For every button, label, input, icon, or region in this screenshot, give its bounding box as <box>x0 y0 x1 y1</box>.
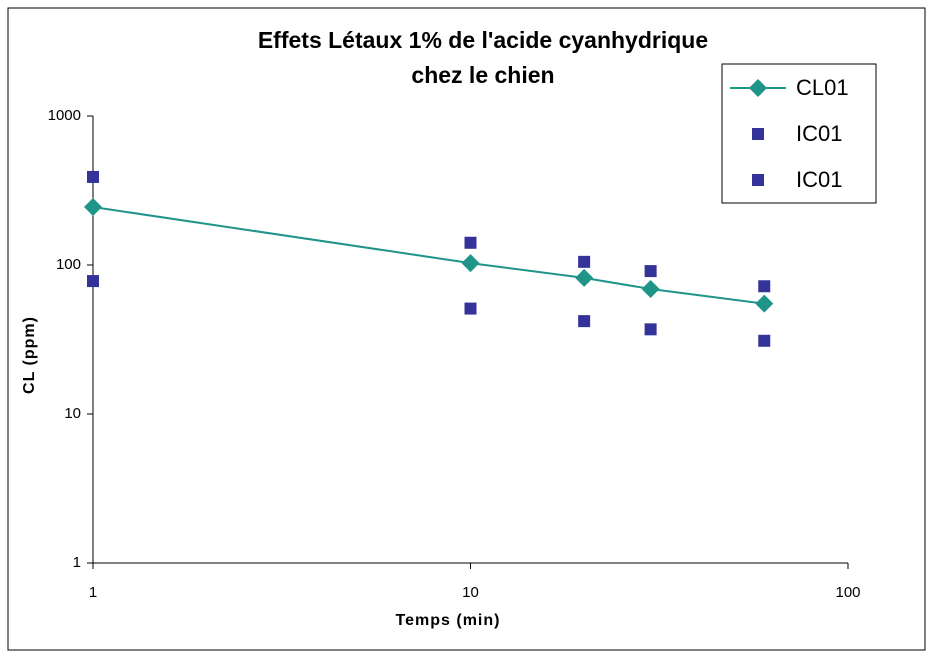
data-point <box>641 280 660 299</box>
data-point <box>575 268 594 287</box>
legend-label: CL01 <box>796 75 849 100</box>
y-tick-label: 1 <box>73 554 81 571</box>
data-point <box>464 302 477 315</box>
y-tick-label: 1000 <box>48 107 81 124</box>
data-point <box>644 323 657 336</box>
legend-label: IC01 <box>796 121 842 146</box>
chart-title: chez le chien <box>411 62 554 88</box>
data-point <box>755 294 774 313</box>
y-tick-label: 10 <box>64 405 81 422</box>
data-point <box>578 255 591 268</box>
y-axis-label: CL (ppm) <box>21 316 38 394</box>
x-tick-label: 10 <box>462 584 479 601</box>
data-point <box>84 198 102 217</box>
data-point <box>644 265 657 278</box>
x-tick-label: 1 <box>89 584 97 601</box>
chart-title: Effets Létaux 1% de l'acide cyanhydrique <box>258 27 708 53</box>
x-tick-label: 100 <box>835 584 860 601</box>
data-point <box>758 280 771 293</box>
data-point <box>461 254 480 273</box>
y-tick-label: 100 <box>56 256 81 273</box>
data-point <box>464 236 477 249</box>
x-axis-label: Temps (min) <box>396 612 501 629</box>
data-point <box>87 275 99 288</box>
legend-marker <box>749 79 767 97</box>
legend-marker <box>752 174 764 186</box>
legend-label: IC01 <box>796 167 842 192</box>
data-point <box>758 334 771 347</box>
data-point <box>87 170 99 183</box>
data-point <box>578 315 591 328</box>
legend-marker <box>752 128 764 140</box>
